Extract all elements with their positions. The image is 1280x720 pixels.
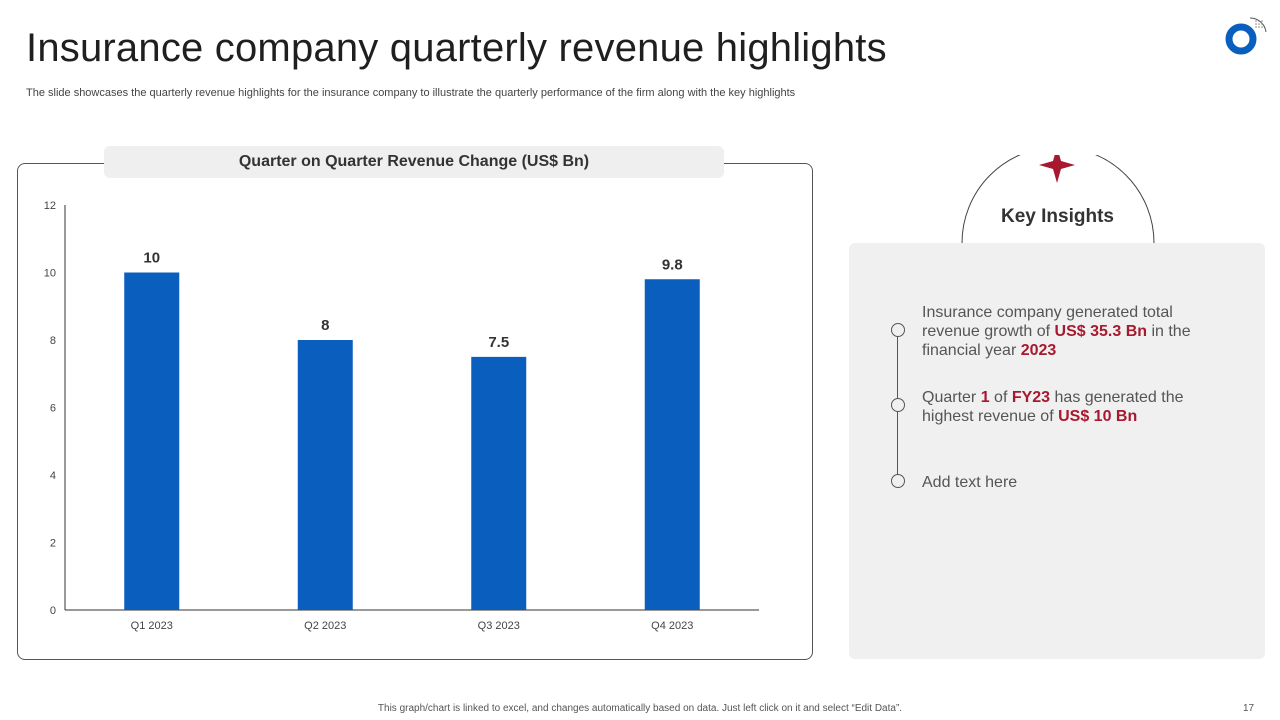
bar-q3-2023[interactable] <box>471 356 527 610</box>
bar-value-label: 9.8 <box>662 256 683 273</box>
insight-item-3: Add text here <box>922 473 1212 492</box>
insight-highlight: 1 <box>980 389 990 406</box>
timeline-dot <box>891 474 905 488</box>
insight-text-part: Insurance company generated total revenu… <box>922 304 1173 340</box>
insight-text-part: has generated the highest revenue of <box>922 389 1184 425</box>
timeline-dot <box>891 398 905 412</box>
insight-item-2: Quarter 1 of FY23 has generated the high… <box>922 388 1212 426</box>
insights-panel <box>849 243 1265 659</box>
insight-highlight: US$ 35.3 Bn <box>1054 323 1148 340</box>
star-icon <box>1039 155 1075 183</box>
bar-chart[interactable]: 0 2 4 6 8 10 12 10 Q1 2023 8 Q2 2023 7.5 Q3 2023 9.8 Q… <box>17 163 813 660</box>
bar-q2-2023[interactable] <box>297 340 353 610</box>
y-tick-label: 8 <box>50 335 56 347</box>
x-tick-label: Q1 2023 <box>131 620 173 632</box>
insights-arc <box>961 155 1155 244</box>
insight-text-part: Add text here <box>922 474 1018 491</box>
bar-q1-2023[interactable] <box>124 272 180 611</box>
insights-title: Key Insights <box>1001 206 1114 227</box>
y-tick-label: 2 <box>50 538 56 550</box>
insight-text-part: in the financial year <box>922 323 1191 359</box>
y-tick-label: 6 <box>50 403 56 415</box>
bar-value-label: 8 <box>321 317 329 334</box>
chart-title: Quarter on Quarter Revenue Change (US$ B… <box>104 146 724 178</box>
insight-highlight: FY23 <box>1011 389 1051 406</box>
y-tick-label: 0 <box>50 605 56 617</box>
insight-text-part: Quarter <box>922 389 981 406</box>
insight-item-1: Insurance company generated total revenu… <box>922 303 1212 360</box>
timeline-dot <box>891 323 905 337</box>
bar-value-label: 7.5 <box>488 334 509 351</box>
company-logo-icon <box>1225 17 1267 55</box>
slide-title: Insurance company quarterly revenue high… <box>26 26 887 70</box>
slide-subtitle: The slide showcases the quarterly revenu… <box>26 87 796 99</box>
y-tick-label: 12 <box>44 200 56 212</box>
bar-q4-2023[interactable] <box>644 279 700 610</box>
insight-highlight: US$ 10 Bn <box>1058 408 1138 425</box>
page-number: 17 <box>1243 703 1255 714</box>
x-tick-label: Q2 2023 <box>304 620 346 632</box>
x-tick-label: Q4 2023 <box>651 620 693 632</box>
insight-text-part: of <box>989 389 1012 406</box>
x-tick-label: Q3 2023 <box>478 620 520 632</box>
footer-note: This graph/chart is linked to excel, and… <box>377 703 903 714</box>
bar-value-label: 10 <box>143 250 160 267</box>
y-tick-label: 4 <box>50 470 56 482</box>
y-tick-label: 10 <box>44 268 56 280</box>
insight-highlight: 2023 <box>1020 342 1057 359</box>
